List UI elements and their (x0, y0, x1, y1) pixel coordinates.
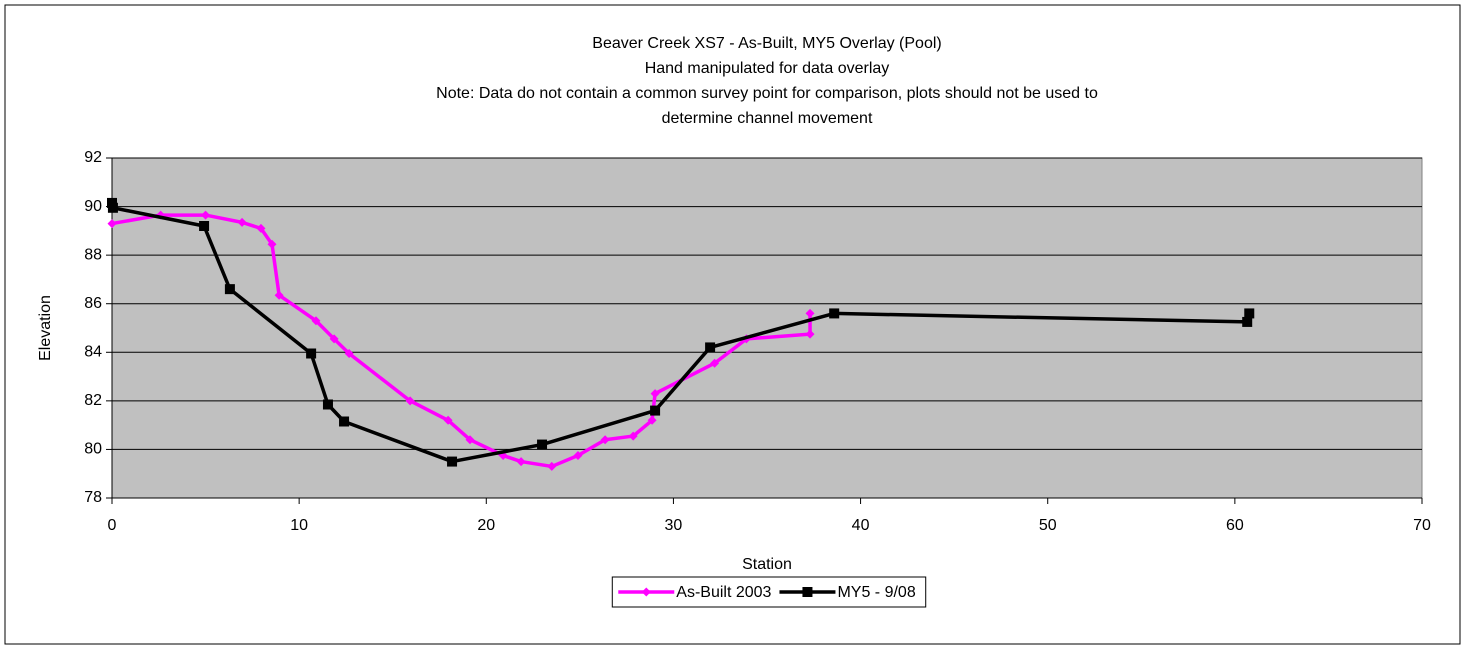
legend-item: MY5 - 9/08 (779, 584, 916, 601)
marker (224, 284, 235, 295)
marker (311, 316, 321, 326)
marker (447, 456, 458, 467)
x-axis-label: Station (742, 556, 792, 573)
y-tick-label: 84 (84, 344, 102, 361)
marker (322, 399, 333, 410)
x-tick-label: 10 (290, 517, 308, 534)
marker (237, 217, 247, 227)
marker (329, 334, 339, 344)
marker (1244, 308, 1255, 319)
marker (628, 431, 638, 441)
x-tick-label: 70 (1413, 517, 1431, 534)
marker (339, 416, 350, 427)
marker (537, 439, 548, 450)
marker (405, 396, 415, 406)
marker (306, 348, 317, 359)
y-tick-label: 82 (84, 392, 102, 409)
annotation: determine channel movement (662, 110, 873, 127)
marker (199, 221, 210, 231)
marker (650, 389, 660, 399)
marker (107, 202, 118, 213)
marker (805, 308, 815, 318)
annotation: Note: Data do not contain a common surve… (436, 85, 1098, 102)
marker (573, 451, 583, 460)
marker (443, 415, 453, 425)
marker (547, 461, 557, 471)
x-tick-label: 50 (1039, 517, 1057, 534)
marker (107, 219, 117, 229)
y-tick-label: 92 (84, 149, 102, 166)
marker (802, 587, 813, 597)
y-tick-label: 80 (84, 441, 102, 458)
x-tick-label: 30 (665, 517, 683, 534)
marker (516, 457, 526, 467)
chart-subtitle: Hand manipulated for data overlay (645, 60, 890, 77)
y-axis-label: Elevation (37, 295, 54, 361)
legend-label: As-Built 2003 (676, 584, 771, 601)
marker (256, 223, 266, 233)
legend: As-Built 2003 MY5 - 9/08 (611, 576, 927, 608)
marker (705, 342, 716, 353)
legend-label: MY5 - 9/08 (837, 584, 915, 601)
marker (465, 435, 475, 445)
marker (650, 405, 661, 416)
marker (201, 210, 211, 220)
marker (600, 435, 610, 445)
y-tick-label: 86 (84, 295, 102, 312)
marker (641, 587, 651, 597)
y-tick-label: 88 (84, 246, 102, 263)
marker (274, 290, 284, 300)
y-tick-label: 78 (84, 489, 102, 506)
marker (1242, 316, 1253, 327)
x-tick-label: 0 (108, 517, 117, 534)
series-line (110, 202, 1251, 464)
y-tick-label: 90 (84, 198, 102, 215)
marker (829, 308, 840, 319)
marker (267, 239, 277, 249)
legend-item: As-Built 2003 (618, 584, 772, 601)
marker (710, 358, 720, 368)
marker (805, 329, 815, 339)
x-tick-label: 20 (477, 517, 495, 534)
x-tick-label: 60 (1226, 517, 1244, 534)
marker (344, 349, 354, 358)
chart-title: Beaver Creek XS7 - As-Built, MY5 Overlay… (592, 35, 941, 52)
x-tick-label: 40 (852, 517, 870, 534)
marker (647, 415, 657, 425)
plot-area (111, 157, 1423, 499)
